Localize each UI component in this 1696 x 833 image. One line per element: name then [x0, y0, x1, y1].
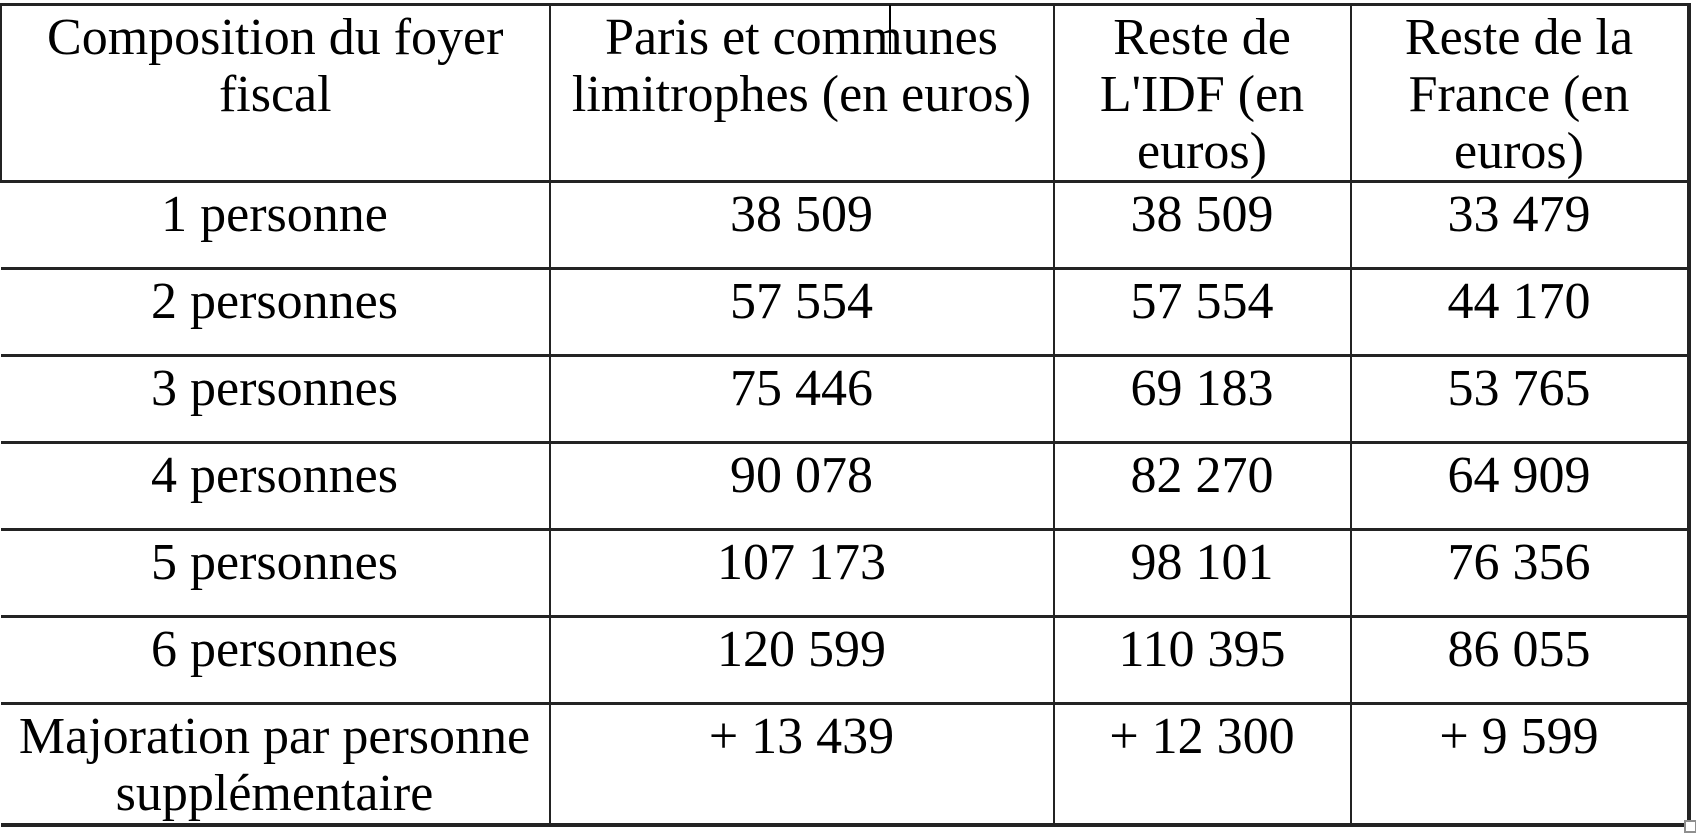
- table-row: 4 personnes 90 078 82 270 64 909: [0, 441, 1691, 531]
- idf-value-cell[interactable]: 98 101: [1052, 528, 1352, 618]
- row-label-cell[interactable]: 4 personnes: [0, 441, 551, 531]
- paris-value-cell[interactable]: 75 446: [548, 354, 1055, 444]
- table-header-row: Composition du foyer fiscal Paris et com…: [0, 3, 1691, 183]
- table-row-majoration: Majoration par personne supplémentaire +…: [0, 702, 1691, 827]
- france-value-cell[interactable]: 33 479: [1349, 180, 1691, 270]
- paris-value-cell[interactable]: 107 173: [548, 528, 1055, 618]
- france-value-cell[interactable]: + 9 599: [1349, 702, 1691, 827]
- france-value-cell[interactable]: 86 055: [1349, 615, 1691, 705]
- table-row: 6 personnes 120 599 110 395 86 055: [0, 615, 1691, 705]
- idf-value-cell[interactable]: 69 183: [1052, 354, 1352, 444]
- table-row: 3 personnes 75 446 69 183 53 765: [0, 354, 1691, 444]
- france-value-cell[interactable]: 64 909: [1349, 441, 1691, 531]
- row-label-cell[interactable]: 1 personne: [0, 180, 551, 270]
- header-cell-reste-idf[interactable]: Reste de L'IDF (en euros): [1052, 3, 1352, 183]
- idf-value-cell[interactable]: 82 270: [1052, 441, 1352, 531]
- idf-value-cell[interactable]: + 12 300: [1052, 702, 1352, 827]
- row-label-cell[interactable]: 6 personnes: [0, 615, 551, 705]
- row-label-cell[interactable]: 2 personnes: [0, 267, 551, 357]
- paris-value-cell[interactable]: 38 509: [548, 180, 1055, 270]
- header-cell-reste-france[interactable]: Reste de la France (en euros): [1349, 3, 1691, 183]
- row-label-cell[interactable]: 5 personnes: [0, 528, 551, 618]
- fiscal-household-table: Composition du foyer fiscal Paris et com…: [0, 3, 1691, 827]
- row-label-cell[interactable]: 3 personnes: [0, 354, 551, 444]
- header-cell-paris[interactable]: Paris et communes limitrophes (en euros): [548, 3, 1055, 183]
- france-value-cell[interactable]: 44 170: [1349, 267, 1691, 357]
- row-label-cell[interactable]: Majoration par personne supplémentaire: [0, 702, 551, 827]
- table-row: 5 personnes 107 173 98 101 76 356: [0, 528, 1691, 618]
- idf-value-cell[interactable]: 110 395: [1052, 615, 1352, 705]
- text-cursor-caret: [889, 5, 891, 54]
- paris-value-cell[interactable]: + 13 439: [548, 702, 1055, 827]
- idf-value-cell[interactable]: 38 509: [1052, 180, 1352, 270]
- paris-value-cell[interactable]: 90 078: [548, 441, 1055, 531]
- table-row: 1 personne 38 509 38 509 33 479: [0, 180, 1691, 270]
- table-row: 2 personnes 57 554 57 554 44 170: [0, 267, 1691, 357]
- idf-value-cell[interactable]: 57 554: [1052, 267, 1352, 357]
- table-resize-handle[interactable]: [1684, 820, 1696, 833]
- header-cell-composition[interactable]: Composition du foyer fiscal: [0, 3, 551, 183]
- france-value-cell[interactable]: 53 765: [1349, 354, 1691, 444]
- paris-value-cell[interactable]: 120 599: [548, 615, 1055, 705]
- paris-value-cell[interactable]: 57 554: [548, 267, 1055, 357]
- france-value-cell[interactable]: 76 356: [1349, 528, 1691, 618]
